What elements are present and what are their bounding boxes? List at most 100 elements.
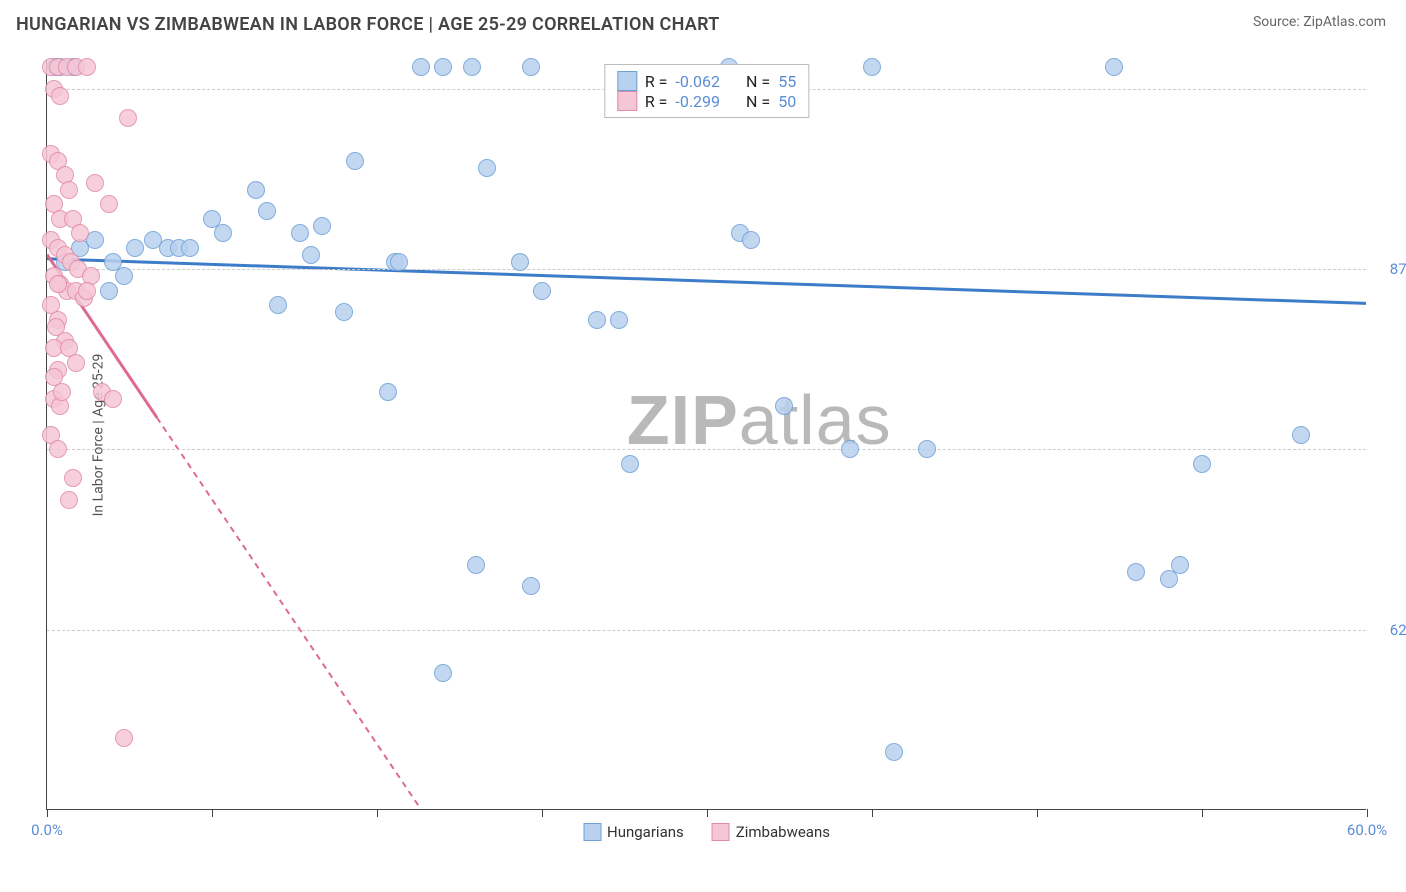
scatter-chart: In Labor Force | Age 25-29 ZIPatlas 62.5… <box>46 60 1366 810</box>
legend-n-label: N = <box>746 92 770 111</box>
chart-header: HUNGARIAN VS ZIMBABWEAN IN LABOR FORCE |… <box>0 0 1406 35</box>
legend-swatch <box>617 91 637 111</box>
source-label: Source: <box>1253 14 1303 30</box>
scatter-point <box>775 397 793 415</box>
legend-n-value: 50 <box>778 92 796 111</box>
scatter-point <box>863 58 881 76</box>
trend-line <box>47 259 1366 304</box>
trend-lines <box>47 60 1366 809</box>
scatter-point <box>126 239 144 257</box>
legend-row: R = -0.299 N = 50 <box>617 91 796 111</box>
scatter-point <box>522 58 540 76</box>
scatter-point <box>522 577 540 595</box>
scatter-point <box>434 58 452 76</box>
scatter-point <box>412 58 430 76</box>
legend-row: R = -0.062 N = 55 <box>617 71 796 91</box>
scatter-point <box>841 440 859 458</box>
scatter-point <box>1171 556 1189 574</box>
scatter-point <box>78 282 96 300</box>
chart-title: HUNGARIAN VS ZIMBABWEAN IN LABOR FORCE |… <box>16 14 720 35</box>
scatter-point <box>533 282 551 300</box>
scatter-point <box>119 109 137 127</box>
scatter-point <box>434 664 452 682</box>
scatter-point <box>86 174 104 192</box>
scatter-point <box>463 58 481 76</box>
chart-source: Source: ZipAtlas.com <box>1253 14 1386 30</box>
scatter-point <box>1127 563 1145 581</box>
scatter-point <box>258 202 276 220</box>
y-tick-label: 62.5% <box>1390 621 1406 639</box>
watermark-bold: ZIP <box>627 381 739 459</box>
scatter-point <box>588 311 606 329</box>
y-tick-label: 87.5% <box>1390 260 1406 278</box>
x-tick <box>707 809 708 817</box>
scatter-point <box>214 224 232 242</box>
x-tick-label: 0.0% <box>31 821 63 839</box>
scatter-point <box>269 296 287 314</box>
x-tick <box>212 809 213 817</box>
scatter-point <box>313 217 331 235</box>
scatter-point <box>918 440 936 458</box>
x-tick <box>542 809 543 817</box>
gridline <box>47 630 1366 631</box>
legend-swatch <box>583 823 601 841</box>
scatter-point <box>346 152 364 170</box>
x-tick-label: 60.0% <box>1347 821 1387 839</box>
scatter-point <box>60 181 78 199</box>
scatter-point <box>64 469 82 487</box>
scatter-point <box>1292 426 1310 444</box>
y-axis-title: In Labor Force | Age 25-29 <box>90 353 106 516</box>
gridline <box>47 449 1366 450</box>
trend-line <box>157 418 421 809</box>
scatter-point <box>78 58 96 76</box>
correlation-legend: R = -0.062 N = 55 R = -0.299 N = 50 <box>604 64 809 118</box>
scatter-point <box>379 383 397 401</box>
scatter-point <box>100 195 118 213</box>
legend-swatch <box>617 71 637 91</box>
scatter-point <box>71 224 89 242</box>
scatter-point <box>115 729 133 747</box>
legend-label: Hungarians <box>607 823 684 841</box>
scatter-point <box>742 231 760 249</box>
scatter-point <box>511 253 529 271</box>
scatter-point <box>115 267 133 285</box>
legend-r-value: -0.299 <box>675 92 720 111</box>
legend-r-label: R = <box>645 72 668 91</box>
source-value: ZipAtlas.com <box>1303 14 1386 30</box>
scatter-point <box>302 246 320 264</box>
scatter-point <box>86 231 104 249</box>
scatter-point <box>104 390 122 408</box>
legend-item: Zimbabweans <box>712 823 830 841</box>
scatter-point <box>53 383 71 401</box>
scatter-point <box>478 159 496 177</box>
x-tick <box>872 809 873 817</box>
scatter-point <box>247 181 265 199</box>
x-tick <box>377 809 378 817</box>
watermark-rest: atlas <box>739 381 892 459</box>
scatter-point <box>390 253 408 271</box>
legend-swatch <box>712 823 730 841</box>
scatter-point <box>51 87 69 105</box>
legend-r-label: R = <box>645 92 668 111</box>
legend-label: Zimbabweans <box>736 823 830 841</box>
scatter-point <box>610 311 628 329</box>
legend-item: Hungarians <box>583 823 684 841</box>
scatter-point <box>885 743 903 761</box>
scatter-point <box>467 556 485 574</box>
legend-n-value: 55 <box>778 72 796 91</box>
legend-r-value: -0.062 <box>675 72 720 91</box>
scatter-point <box>67 354 85 372</box>
series-legend: Hungarians Zimbabweans <box>583 823 830 841</box>
x-tick <box>1367 809 1368 817</box>
scatter-point <box>1193 455 1211 473</box>
scatter-point <box>291 224 309 242</box>
scatter-point <box>60 491 78 509</box>
scatter-point <box>49 275 67 293</box>
legend-n-label: N = <box>746 72 770 91</box>
x-tick <box>1037 809 1038 817</box>
x-tick <box>1202 809 1203 817</box>
x-tick <box>47 809 48 817</box>
gridline <box>47 269 1366 270</box>
scatter-point <box>49 440 67 458</box>
scatter-point <box>335 303 353 321</box>
